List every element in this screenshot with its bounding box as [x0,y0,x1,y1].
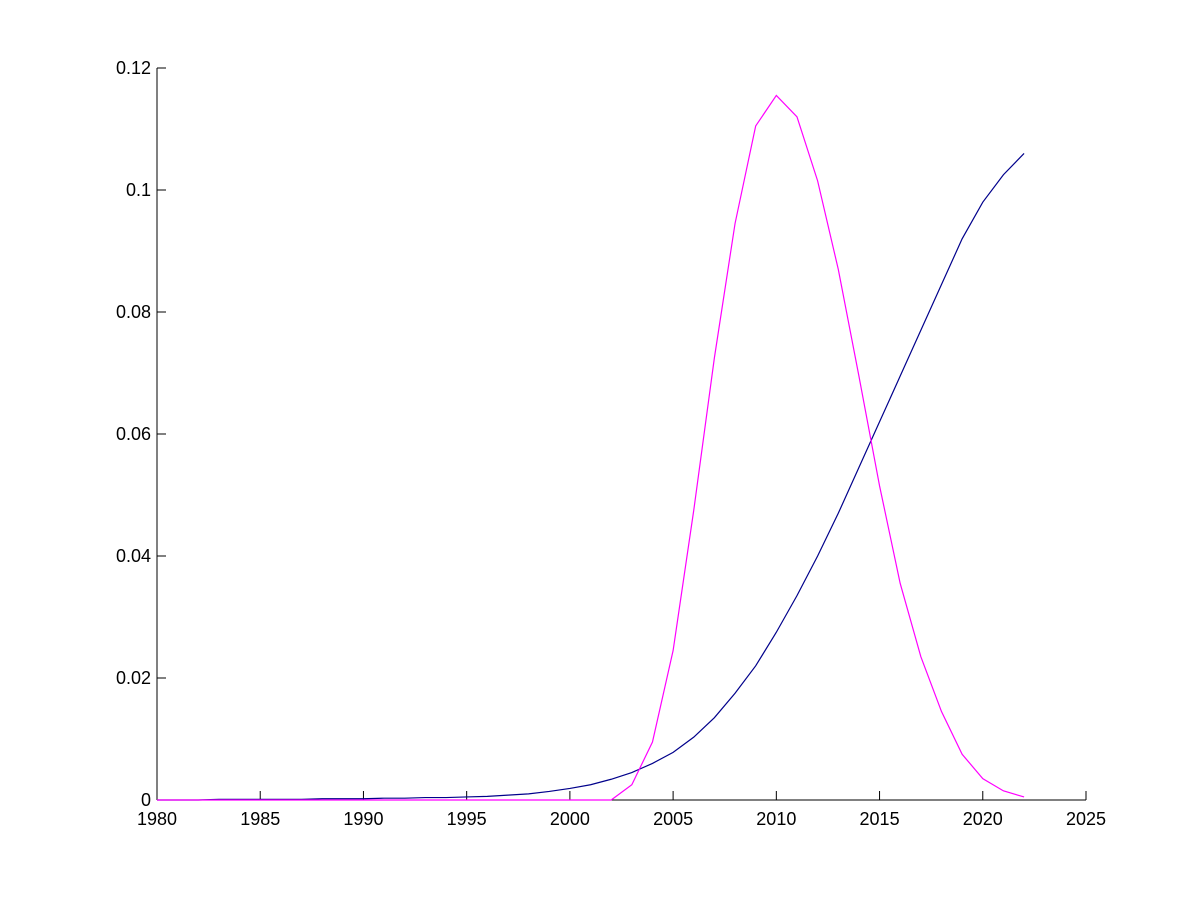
y-tick-label: 0.12 [116,58,151,78]
y-tick-label: 0.04 [116,546,151,566]
x-tick-label: 1995 [447,809,487,829]
x-tick-label: 2020 [963,809,1003,829]
line-series [157,152,1025,801]
y-tick-label: 0 [141,790,151,810]
x-tick-label: 2025 [1066,809,1106,829]
x-tick-label: 1985 [240,809,280,829]
x-tick-label: 2000 [550,809,590,829]
x-tick-label: 2010 [756,809,796,829]
y-tick-label: 0.08 [116,302,151,322]
x-tick-label: 2005 [653,809,693,829]
y-tick-label: 0.02 [116,668,151,688]
y-tick-label: 0.06 [116,424,151,444]
x-tick-label: 1990 [343,809,383,829]
y-tick-label: 0.1 [126,180,151,200]
line-series [157,94,1025,801]
x-tick-label: 1980 [137,809,177,829]
x-tick-label: 2015 [860,809,900,829]
